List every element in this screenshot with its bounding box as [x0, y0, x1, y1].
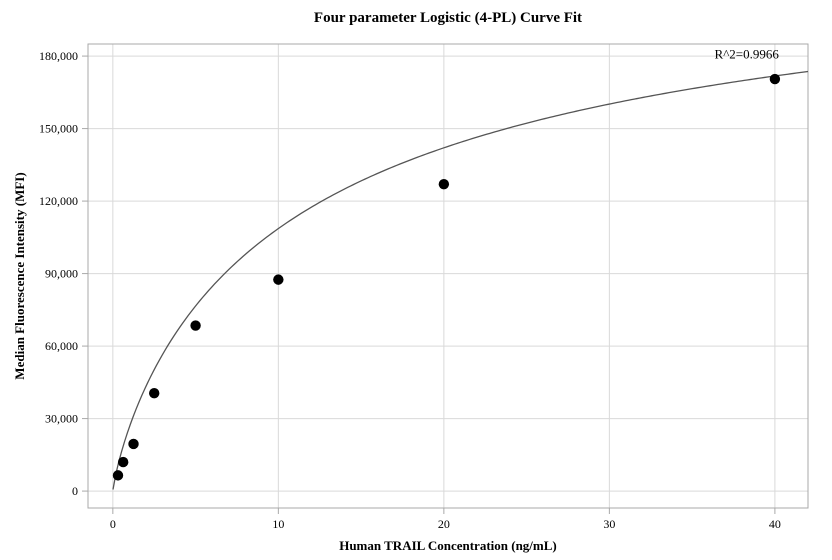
annotation-r2: R^2=0.9966 — [715, 47, 780, 62]
y-tick-label: 0 — [72, 484, 78, 498]
data-point — [128, 439, 138, 449]
data-point — [118, 457, 128, 467]
chart-svg: 0 10 20 30 40 0 30,000 60,000 90,000 120,000 150,… — [0, 0, 832, 560]
chart-title: Four parameter Logistic (4-PL) Curve Fit — [314, 10, 582, 26]
x-tick-label: 10 — [272, 517, 284, 531]
data-point — [149, 388, 159, 398]
y-tick-label: 60,000 — [45, 339, 78, 353]
y-tick-label: 150,000 — [39, 122, 78, 136]
data-point — [770, 74, 780, 84]
y-tick-label: 30,000 — [45, 412, 78, 426]
x-tick-label: 30 — [603, 517, 615, 531]
data-point — [273, 274, 283, 284]
x-tick-label: 40 — [769, 517, 781, 531]
data-point — [113, 470, 123, 480]
x-ticks: 0 10 20 30 40 — [110, 508, 781, 531]
x-tick-label: 20 — [438, 517, 450, 531]
y-tick-label: 120,000 — [39, 194, 78, 208]
chart-container: 0 10 20 30 40 0 30,000 60,000 90,000 120,000 150,… — [0, 0, 832, 560]
y-ticks: 0 30,000 60,000 90,000 120,000 150,000 180,000 — [39, 49, 88, 498]
y-tick-label: 90,000 — [45, 267, 78, 281]
x-tick-label: 0 — [110, 517, 116, 531]
plot-background — [88, 44, 808, 508]
y-tick-label: 180,000 — [39, 49, 78, 63]
data-point — [190, 320, 200, 330]
y-axis-label: Median Fluorescence Intensity (MFI) — [12, 172, 27, 379]
x-axis-label: Human TRAIL Concentration (ng/mL) — [339, 538, 557, 553]
data-point — [439, 179, 449, 189]
